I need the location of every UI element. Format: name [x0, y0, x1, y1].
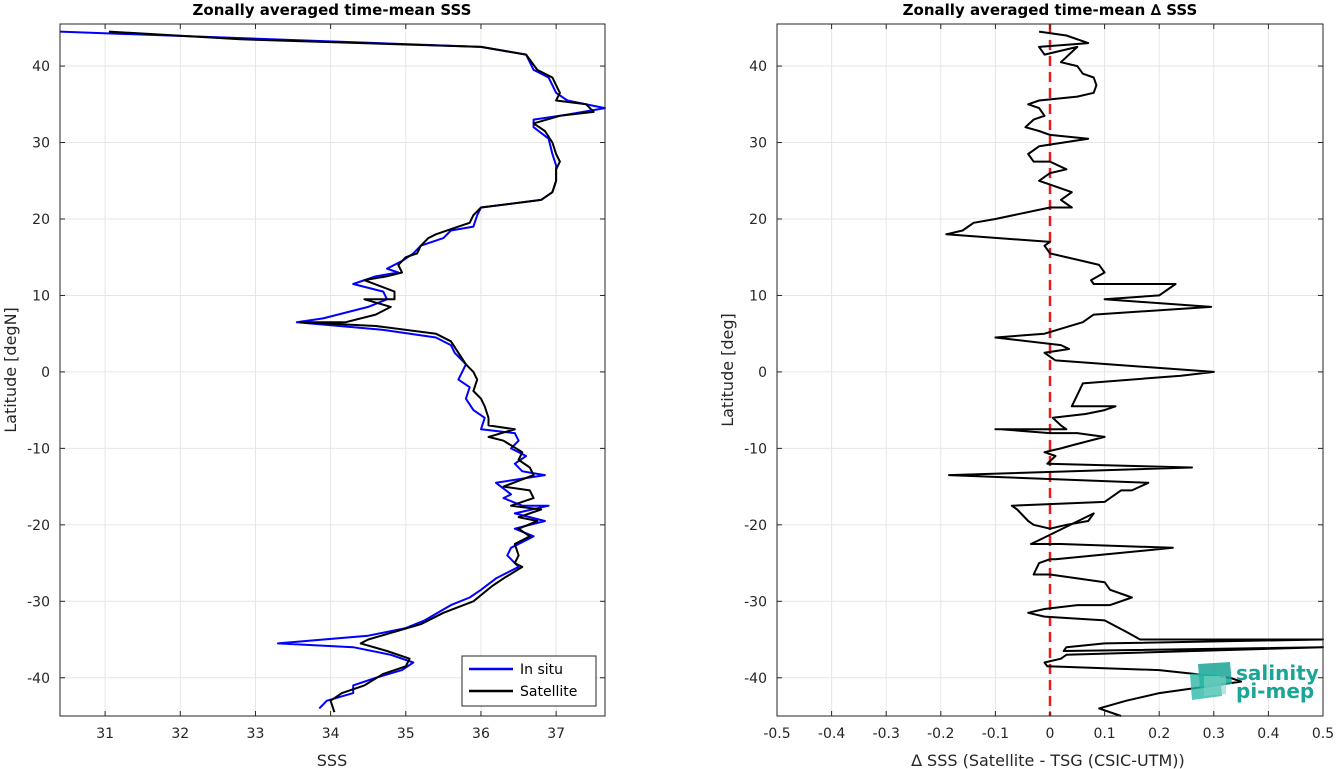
left-y-tick-label: 20 — [32, 212, 50, 228]
right-x-tick-label: -0.4 — [818, 726, 845, 742]
left-series-lines — [59, 30, 606, 713]
left-x-tick-label: 36 — [472, 726, 490, 742]
left-y-tick-label: 40 — [32, 59, 50, 75]
left-x-axis-label: SSS — [317, 751, 347, 769]
right-y-tick-label: 30 — [749, 136, 767, 152]
left-y-tick-label: -30 — [27, 594, 50, 610]
right-x-tick-label: -0.3 — [873, 726, 900, 742]
left-x-tick-label: 31 — [96, 726, 114, 742]
left-series-line-in-situ — [59, 30, 606, 710]
legend: In situ Satellite — [461, 655, 597, 707]
left-y-tick-label: 10 — [32, 288, 50, 304]
right-series-line-series-0 — [945, 30, 1324, 717]
right-y-tick-label: 20 — [749, 212, 767, 228]
left-y-axis-label: Latitude [degN] — [1, 307, 20, 433]
right-x-tick-label: 0 — [1046, 726, 1055, 742]
right-y-tick-label: 0 — [758, 365, 767, 381]
salinity-pi-mep-logo: salinity pi-mep — [1190, 661, 1319, 703]
left-y-tick-label: -10 — [27, 441, 50, 457]
right-x-tick-label: -0.1 — [982, 726, 1009, 742]
legend-box — [461, 655, 597, 707]
left-x-tick-label: 34 — [322, 726, 340, 742]
left-chart-title: Zonally averaged time-mean SSS — [193, 1, 472, 19]
left-y-tick-label: 0 — [41, 365, 50, 381]
right-x-tick-label: 0.3 — [1203, 726, 1225, 742]
right-y-tick-label: -30 — [744, 594, 767, 610]
logo-text-pi-mep: pi-mep — [1236, 679, 1314, 703]
left-panel: 31 32 33 34 35 36 37 -40 -30 -20 -10 0 10 20 30 40 Zona… — [1, 1, 606, 769]
right-panel: -0.5 -0.4 -0.3 -0.2 -0.1 0 0.1 0.2 0.3 0.4 0.5 -40 -… — [718, 1, 1334, 769]
right-chart-title: Zonally averaged time-mean ∆ SSS — [903, 1, 1198, 19]
left-y-tick-label: -20 — [27, 518, 50, 534]
right-x-tick-label: 0.2 — [1148, 726, 1170, 742]
left-x-tick-label: 32 — [171, 726, 189, 742]
right-x-tick-label: 0.4 — [1257, 726, 1279, 742]
left-x-tick-label: 33 — [247, 726, 265, 742]
left-grid — [60, 24, 605, 716]
legend-label-in-situ: In situ — [520, 662, 563, 678]
right-x-tick-label: -0.5 — [763, 726, 790, 742]
logo-text-salinity: salinity — [1236, 661, 1319, 685]
right-y-tick-label: 40 — [749, 59, 767, 75]
right-x-tick-label: -0.2 — [927, 726, 954, 742]
right-series-lines — [945, 24, 1324, 717]
legend-label-satellite: Satellite — [520, 684, 577, 700]
left-series-line-satellite — [108, 30, 595, 713]
left-x-tick-label: 37 — [547, 726, 565, 742]
right-y-tick-label: -10 — [744, 441, 767, 457]
left-ticks: 31 32 33 34 35 36 37 -40 -30 -20 -10 0 10 20 30 40 — [27, 24, 605, 742]
logo-cube-icon — [1190, 662, 1232, 700]
right-y-axis-label: Latitude [deg] — [718, 313, 737, 427]
left-x-tick-label: 35 — [397, 726, 415, 742]
left-y-tick-label: -40 — [27, 671, 50, 687]
right-x-tick-label: 0.5 — [1312, 726, 1334, 742]
left-plot-area — [60, 24, 605, 716]
right-ticks: -0.5 -0.4 -0.3 -0.2 -0.1 0 0.1 0.2 0.3 0.4 0.5 -40 -… — [744, 24, 1334, 742]
right-y-tick-label: -20 — [744, 518, 767, 534]
right-x-axis-label: ∆ SSS (Satellite - TSG (CSIC-UTM)) — [910, 751, 1184, 769]
left-axes-box — [59, 23, 606, 717]
right-x-tick-label: 0.1 — [1093, 726, 1115, 742]
right-y-tick-label: -40 — [744, 671, 767, 687]
left-y-tick-label: 30 — [32, 136, 50, 152]
right-y-tick-label: 10 — [749, 288, 767, 304]
